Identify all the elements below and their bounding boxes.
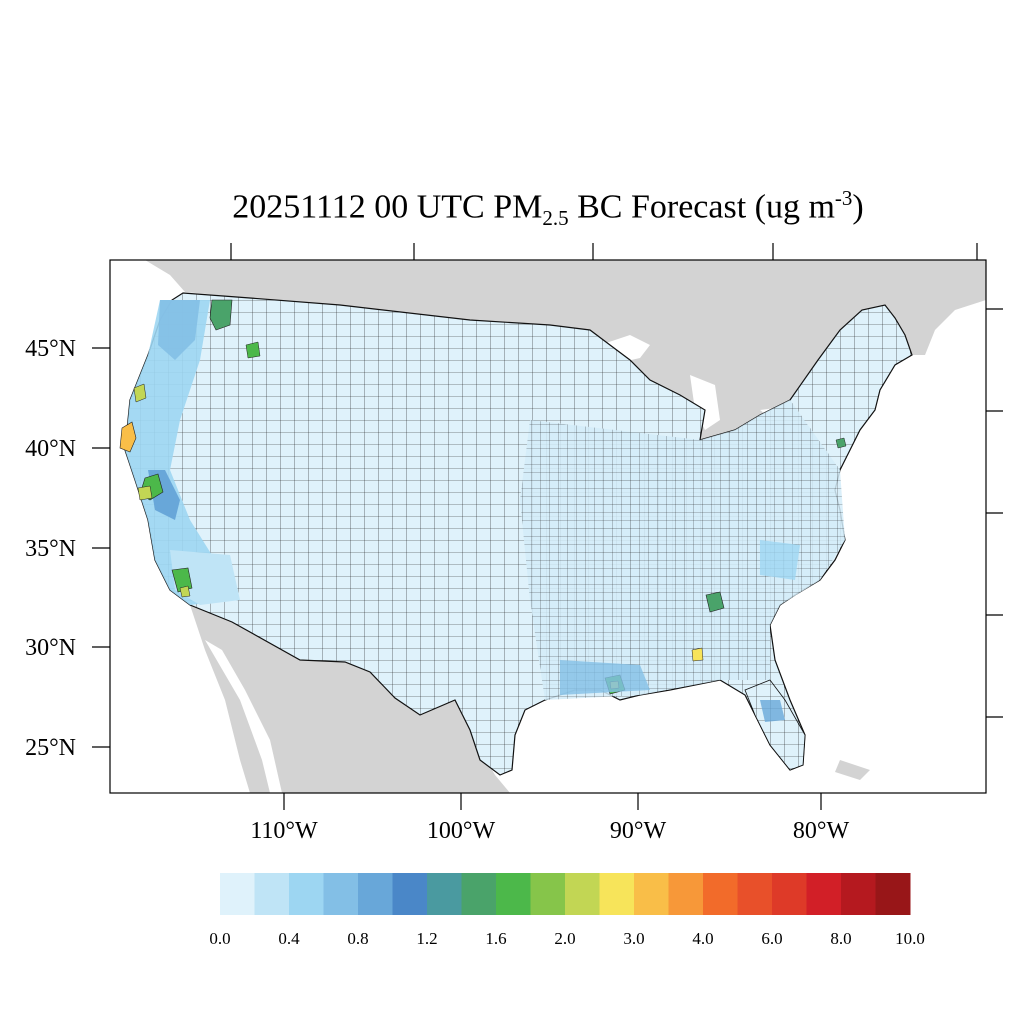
colorbar-swatch [875, 873, 911, 915]
colorbar-swatch [461, 873, 497, 915]
colorbar-swatch [841, 873, 876, 915]
lat-label: 35°N [25, 536, 76, 562]
colorbar-swatch [358, 873, 393, 915]
map-panel [110, 260, 986, 793]
lon-label: 80°W [793, 818, 850, 844]
colorbar-swatch [634, 873, 669, 915]
colorbar-label: 4.0 [692, 929, 713, 948]
colorbar-label: 6.0 [761, 929, 782, 948]
colorbar-labels: 0.0 0.4 0.8 1.2 1.6 2.0 3.0 4.0 6.0 8.0 10.0 [209, 929, 925, 948]
axis-ticks [92, 243, 1003, 810]
colorbar-label: 8.0 [830, 929, 851, 948]
hotspot-nyc [835, 437, 847, 449]
colorbar-swatch [323, 873, 359, 915]
lon-label: 90°W [610, 818, 667, 844]
lon-labels: 110°W 100°W 90°W 80°W [250, 818, 849, 844]
colorbar-swatch [289, 873, 324, 915]
hotspot-alabama [705, 591, 725, 613]
lat-label: 30°N [25, 635, 76, 661]
hotspot-la-yellow [179, 585, 191, 598]
colorbar-swatch [220, 873, 255, 915]
lat-label: 40°N [25, 436, 76, 462]
colorbar-label: 0.4 [278, 929, 300, 948]
colorbar-swatch [392, 873, 428, 915]
colorbar-swatch [737, 873, 773, 915]
colorbar-swatch [565, 873, 600, 915]
colorbar-label: 10.0 [895, 929, 925, 948]
hotspot-nw-california [119, 421, 137, 453]
hotspot-oregon [133, 383, 147, 403]
hotspot-alabama-south [691, 647, 704, 662]
lat-label: 45°N [25, 336, 76, 362]
lake-huron [690, 375, 720, 430]
hotspot-sacramento-core [137, 485, 153, 501]
colorbar-swatch [530, 873, 566, 915]
patch-se-florida [760, 700, 785, 722]
canada-land [145, 260, 986, 440]
florida-peninsula [744, 679, 806, 771]
colorbar-swatch [496, 873, 531, 915]
colorbar-label: 1.6 [485, 929, 506, 948]
patch-carolinas [760, 540, 800, 580]
east-dense-counties [520, 400, 845, 700]
colorbar-swatch [668, 873, 704, 915]
colorbar-label: 1.2 [416, 929, 437, 948]
lon-label: 110°W [250, 818, 318, 844]
cuba-land [835, 760, 870, 780]
colorbar-label: 0.8 [347, 929, 368, 948]
patch-gulf-coast [560, 660, 650, 695]
baja-gulf [205, 640, 282, 793]
west-coast-band [125, 300, 230, 605]
lon-label: 100°W [427, 818, 496, 844]
colorbar-swatch [599, 873, 635, 915]
colorbar-swatch [806, 873, 842, 915]
chart-title: 20251112 00 UTC PM2.5 BC Forecast (ug m-… [232, 186, 864, 231]
colorbar-label: 3.0 [623, 929, 644, 948]
colorbar-label: 0.0 [209, 929, 230, 948]
colorbar-label: 2.0 [554, 929, 575, 948]
lat-label: 25°N [25, 735, 76, 761]
lat-labels: 45°N 40°N 35°N 30°N 25°N [25, 336, 76, 761]
pnw-band [158, 300, 200, 360]
colorbar [220, 873, 911, 915]
hotspot-washington [209, 299, 233, 331]
colorbar-swatch [254, 873, 290, 915]
colorbar-swatch [703, 873, 738, 915]
colorbar-swatch [427, 873, 462, 915]
map-frame [109, 259, 987, 794]
colorbar-swatch [772, 873, 807, 915]
hotspot-washington-b [245, 341, 261, 359]
